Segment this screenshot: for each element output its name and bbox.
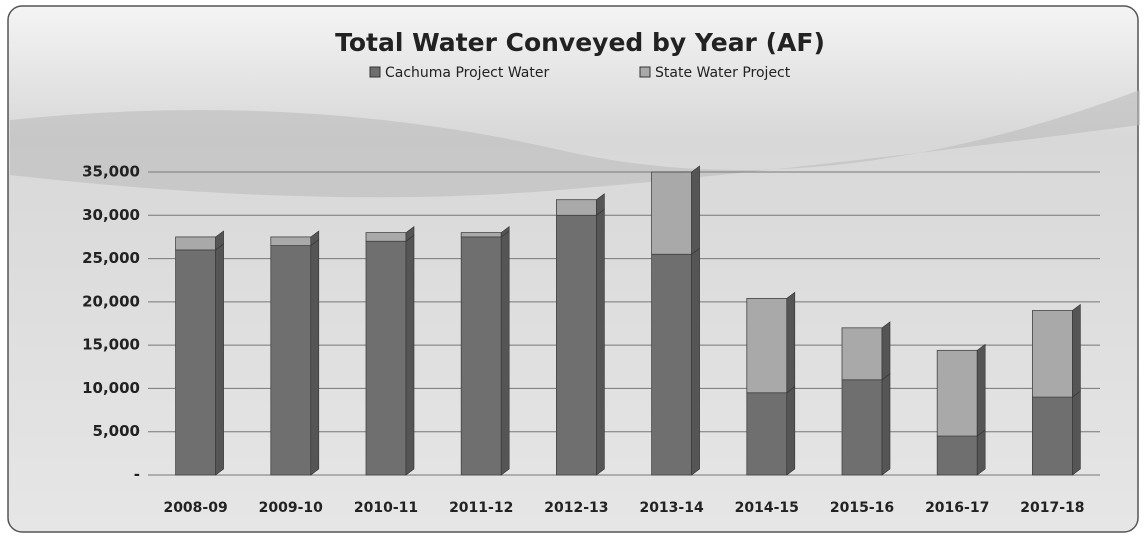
bar-side [596,208,605,476]
x-tick-label: 2013-14 [639,500,704,516]
wave-decoration [10,90,1140,198]
bar-segment [460,236,502,476]
bar-segment [936,435,978,476]
bar-segment [175,236,217,251]
bar-side [1072,303,1081,398]
y-tick-label: 30,000 [82,206,140,224]
x-tick-label: 2016-17 [925,500,989,516]
bar-side [310,238,320,476]
bar-segment [1032,310,1073,398]
y-tick-label: 5,000 [93,422,140,440]
y-tick-label: 35,000 [82,163,140,181]
bar-side [786,386,796,476]
bar-side [500,230,510,476]
bar-segment [746,392,788,476]
bar-segment [746,297,788,394]
x-tick-label: 2011-12 [449,500,513,516]
bar-side [405,226,415,242]
bar-side [596,193,605,216]
bar-segment [936,349,978,437]
bar-side [691,247,700,476]
x-tick-label: 2009-10 [259,500,324,516]
legend-label: Cachuma Project Water [385,65,549,81]
legend-label: State Water Project [655,65,791,81]
bar-side [215,230,224,251]
bar-segment [556,199,597,216]
bar-side [786,291,796,394]
bar-side [500,226,510,238]
bar-side [976,429,986,476]
bar-segment [460,232,502,238]
bar-side [405,234,415,476]
legend-swatch [369,66,381,78]
bar-segment [841,379,883,476]
bar-side [976,343,986,437]
bar-side [1072,390,1081,476]
y-tick-label: 15,000 [82,336,140,354]
bar-side [310,230,320,247]
bar-segment [175,249,217,476]
x-tick-label: 2008-09 [163,500,227,516]
bar-segment [651,253,692,476]
x-tick-label: 2015-16 [830,500,894,516]
x-tick-label: 2012-13 [544,500,608,516]
bar-segment [1032,396,1073,476]
bar-side [881,321,891,381]
bar-side [691,165,700,255]
bar-segment [841,327,883,381]
y-tick-label: 10,000 [82,379,140,397]
chart-title: Total Water Conveyed by Year (AF) [335,28,825,57]
bar-segment [270,245,312,476]
bar-segment [556,214,597,476]
y-tick-label: - [134,466,140,484]
bar-segment [651,171,692,255]
bar-segment [270,236,312,246]
x-tick-label: 2010-11 [354,500,418,516]
bar-side [881,373,891,476]
x-tick-label: 2014-15 [735,500,799,516]
y-tick-label: 25,000 [82,249,140,267]
y-tick-label: 20,000 [82,292,140,310]
legend-swatch [639,66,651,78]
x-tick-label: 2017-18 [1020,500,1084,516]
bar-side [215,243,224,476]
bar-segment [365,232,407,242]
bar-segment [365,240,407,476]
